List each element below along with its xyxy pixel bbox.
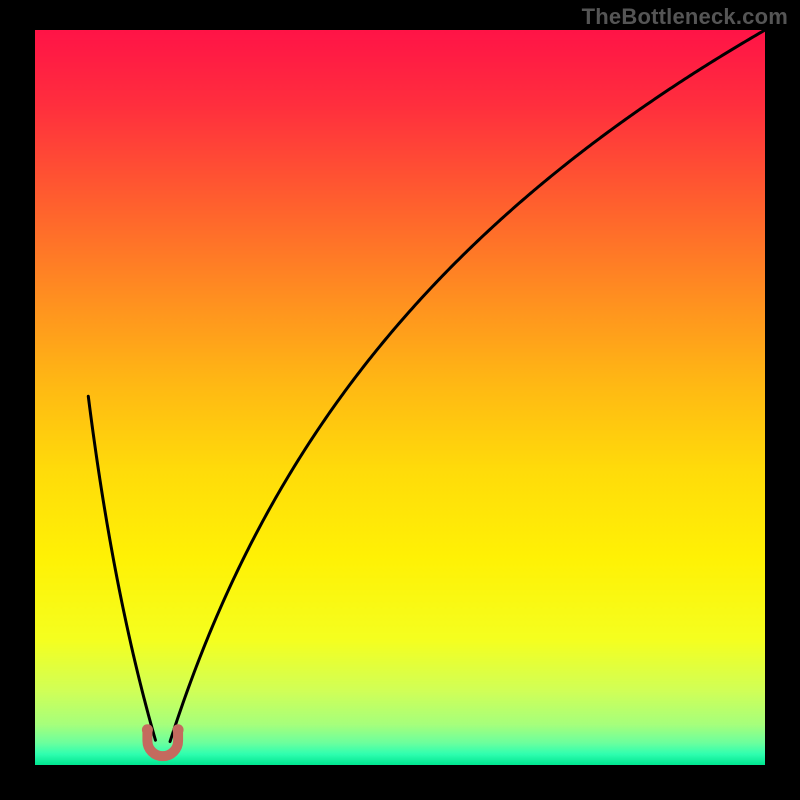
plot-area xyxy=(35,30,765,765)
curve-branch xyxy=(170,30,765,742)
sweet-spot-marker-dot xyxy=(173,724,184,735)
curve-branch xyxy=(88,396,155,740)
sweet-spot-marker-dot xyxy=(142,724,153,735)
watermark-text: TheBottleneck.com xyxy=(582,4,788,30)
chart-container: TheBottleneck.com xyxy=(0,0,800,800)
sweet-spot-marker xyxy=(147,730,178,756)
bottleneck-curve xyxy=(35,30,765,765)
